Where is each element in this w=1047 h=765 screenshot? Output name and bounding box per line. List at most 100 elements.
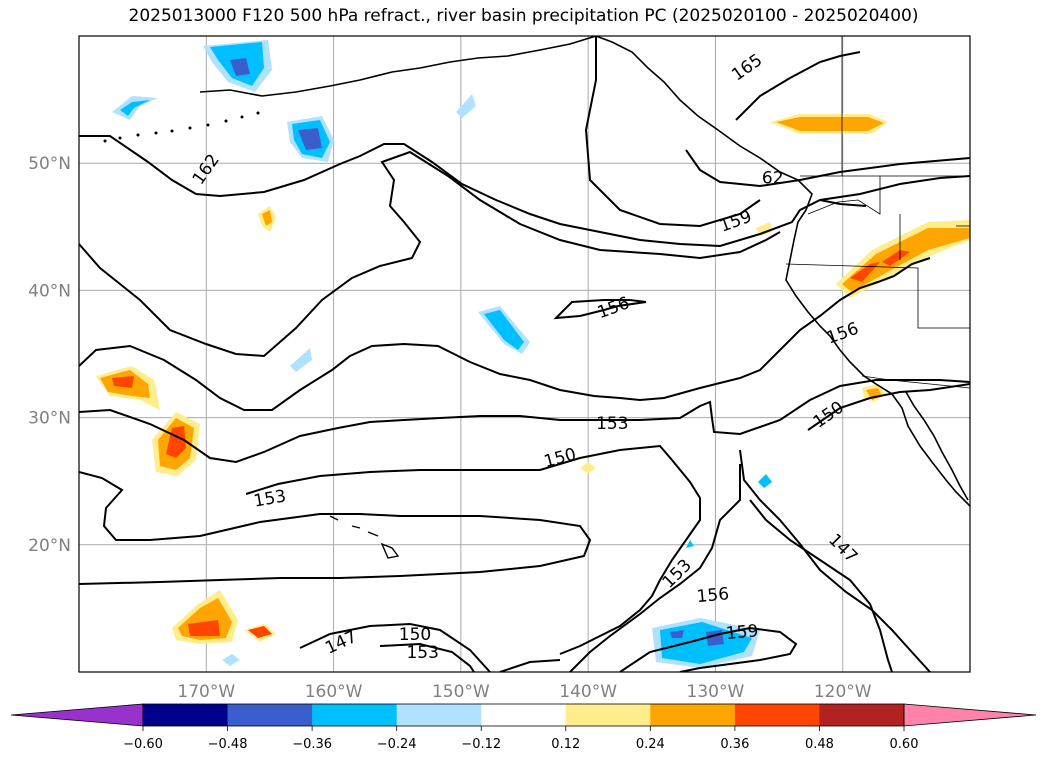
colorbar-segment xyxy=(312,704,398,726)
lon-tick-label: 160°W xyxy=(305,682,363,702)
contour-159 xyxy=(79,150,781,358)
map-frame xyxy=(78,35,971,673)
contour-150-b xyxy=(539,444,701,655)
anomaly-shade xyxy=(112,376,134,388)
latitude-labels: 20°N 30°N 40°N 50°N xyxy=(28,154,71,556)
contour-label: 156 xyxy=(696,584,730,607)
anomaly-blob-bc-coast xyxy=(770,114,888,134)
colorbar-tick-label: 0.48 xyxy=(805,737,834,752)
contour-159-b xyxy=(819,199,867,207)
contour-147-sw xyxy=(299,622,491,672)
anomaly-shade xyxy=(776,117,884,131)
lon-tick-label: 130°W xyxy=(687,682,745,702)
contour-156-south xyxy=(749,499,893,672)
coastline-alaska-peninsula xyxy=(199,36,597,97)
contour-162 xyxy=(79,135,970,248)
colorbar-segment xyxy=(396,704,482,726)
lon-tick-label: 150°W xyxy=(432,682,490,702)
lon-tick-label: 120°W xyxy=(814,682,872,702)
colorbar-tick-label: −0.12 xyxy=(461,737,501,752)
anomaly-blob-central-pacific xyxy=(478,306,530,354)
colorbar-extend-high xyxy=(903,703,1037,727)
colorbar-tick-label: −0.48 xyxy=(208,737,248,752)
anomaly-shade xyxy=(670,630,684,638)
colorbar-segment xyxy=(650,704,736,726)
anomaly-shade xyxy=(188,620,220,636)
contour-153 xyxy=(79,379,970,464)
colorbar-frame xyxy=(142,703,905,727)
lon-tick-label: 170°W xyxy=(177,682,235,702)
contours xyxy=(79,36,970,672)
coastline-alaska xyxy=(595,36,970,507)
colorbar-segment xyxy=(227,704,313,726)
state-borders xyxy=(785,175,970,329)
map-background xyxy=(79,36,970,672)
aleutian-islands xyxy=(103,111,260,143)
colorbar-tick-label: 0.12 xyxy=(551,737,580,752)
colorbar-tick-label: −0.60 xyxy=(123,737,163,752)
colorbar-segment xyxy=(143,704,229,726)
lat-tick-label: 30°N xyxy=(28,409,71,429)
anomaly-blob-aleutian xyxy=(287,116,334,162)
anomaly-blob-west-pacific xyxy=(96,366,200,476)
lat-tick-label: 40°N xyxy=(28,281,71,301)
contour-150-right xyxy=(807,383,970,431)
colorbar-segment xyxy=(819,704,905,726)
anomaly-shade xyxy=(248,626,272,638)
colorbar-tick-label: 0.36 xyxy=(720,737,749,752)
contour-165 xyxy=(685,149,970,188)
hawaii-islands xyxy=(329,515,400,559)
contour-150 xyxy=(79,471,592,585)
colorbar-segment xyxy=(565,704,651,726)
colorbar-tick-label: −0.24 xyxy=(377,737,417,752)
colorbar-tick-label: −0.36 xyxy=(292,737,332,752)
lat-tick-label: 50°N xyxy=(28,154,71,174)
contour-label: 150 xyxy=(399,625,431,645)
anomaly-blob-gulf-alaska xyxy=(203,40,272,92)
contour-165-upper xyxy=(735,51,861,121)
lat-tick-label: 20°N xyxy=(28,536,71,556)
contour-162-inner xyxy=(584,36,761,228)
contour-156 xyxy=(79,257,931,411)
anomaly-shade xyxy=(230,58,250,76)
contour-label: 153 xyxy=(596,414,628,434)
anomaly-small-orange xyxy=(262,210,272,226)
colorbar-segment xyxy=(481,704,567,726)
contour-156-center xyxy=(553,299,647,320)
anomaly-shade xyxy=(882,250,910,266)
lon-tick-label: 140°W xyxy=(559,682,617,702)
anomaly-small-blue xyxy=(120,100,150,116)
colorbar-tick-label: 0.60 xyxy=(890,737,919,752)
contour-152-sw xyxy=(499,659,561,672)
chart-title: 2025013000 F120 500 hPa refract., river … xyxy=(128,6,919,26)
gridlines xyxy=(79,36,970,672)
contour-147 xyxy=(739,449,931,672)
anomaly-small-blue xyxy=(456,94,476,118)
anomaly-shade xyxy=(484,310,524,350)
anomaly-small-blue xyxy=(758,474,772,488)
anomaly-small-blue xyxy=(290,348,312,372)
anomaly-small-blue xyxy=(222,654,240,666)
colorbar: −0.60 −0.48 −0.36 −0.24 −0.12 0.12 0.24 0.36 0.4… xyxy=(10,703,1037,752)
anomaly-shade xyxy=(298,128,322,150)
anomaly-blob-south-west xyxy=(172,590,276,644)
anomaly-small-orange xyxy=(580,462,596,474)
contour-150-sw xyxy=(379,642,475,672)
contour-label: 62 xyxy=(762,168,784,188)
contour-label: 153 xyxy=(406,643,438,663)
anomaly-small-orange xyxy=(756,222,772,236)
longitude-labels: 170°W 160°W 150°W 140°W 130°W 120°W xyxy=(177,682,871,702)
coastline-gulf-california xyxy=(905,391,969,501)
contour-153-south xyxy=(569,464,741,672)
contour-153-low xyxy=(245,469,540,495)
colorbar-extend-low xyxy=(10,703,144,727)
colorbar-segment xyxy=(734,704,820,726)
anomaly-small-blue xyxy=(112,96,158,120)
contour-159-south xyxy=(619,626,798,672)
contour-label: 159 xyxy=(725,621,759,644)
coastlines xyxy=(199,36,970,507)
colorbar-tick-label: 0.24 xyxy=(636,737,665,752)
anomaly-shade xyxy=(842,228,970,292)
